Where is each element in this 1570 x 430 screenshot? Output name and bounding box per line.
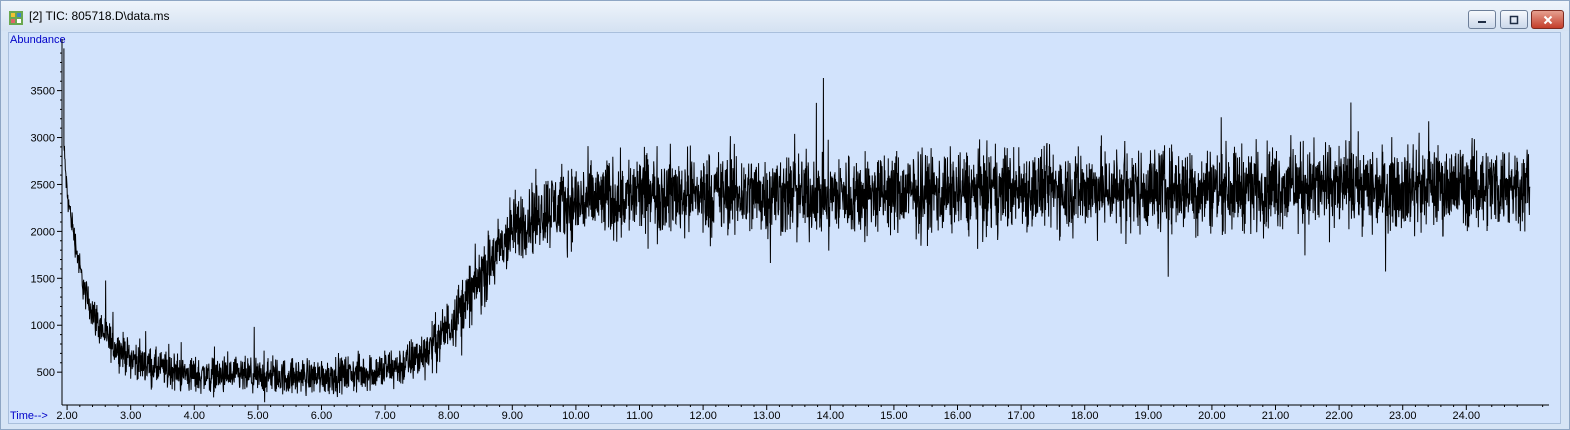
plot-area[interactable] — [8, 32, 1561, 424]
chromatogram-app-icon[interactable] — [8, 10, 24, 26]
x-tick-label: 5.00 — [247, 410, 268, 422]
y-axis-label: Abundance — [10, 34, 66, 46]
y-tick-label: 2000 — [31, 226, 55, 238]
x-tick-label: 15.00 — [880, 410, 908, 422]
x-tick-label: 8.00 — [438, 410, 459, 422]
x-axis-label: Time--> — [10, 410, 48, 422]
x-tick-label: 22.00 — [1325, 410, 1353, 422]
x-tick-label: 18.00 — [1071, 410, 1099, 422]
x-tick-label: 12.00 — [689, 410, 717, 422]
x-tick-label: 17.00 — [1007, 410, 1035, 422]
restore-icon — [1501, 11, 1527, 28]
close-button[interactable] — [1531, 10, 1564, 29]
x-tick-label: 14.00 — [817, 410, 845, 422]
ticks: 500 1000 1500 2000 2500 3000 3500 2.00 3.00 4.00 5… — [31, 52, 1544, 422]
x-tick-label: 9.00 — [502, 410, 523, 422]
y-tick-label: 3500 — [31, 86, 55, 98]
x-tick-label: 6.00 — [311, 410, 332, 422]
x-tick-label: 3.00 — [120, 410, 141, 422]
x-tick-label: 19.00 — [1135, 410, 1163, 422]
x-tick-label: 13.00 — [753, 410, 781, 422]
x-tick-label: 23.00 — [1389, 410, 1417, 422]
x-tick-label: 10.00 — [562, 410, 590, 422]
y-tick-label: 500 — [37, 367, 55, 379]
close-icon — [1532, 11, 1563, 28]
y-tick-label: 3000 — [31, 133, 55, 145]
x-tick-label: 20.00 — [1198, 410, 1226, 422]
x-tick-label: 11.00 — [626, 410, 653, 422]
x-tick-label: 24.00 — [1453, 410, 1481, 422]
minimize-icon — [1469, 11, 1495, 28]
x-tick-label: 21.00 — [1262, 410, 1290, 422]
minimize-button[interactable] — [1468, 10, 1496, 29]
restore-button[interactable] — [1500, 10, 1528, 29]
y-tick-label: 1000 — [31, 320, 55, 332]
x-tick-label: 7.00 — [374, 410, 395, 422]
y-tick-label: 1500 — [31, 273, 55, 285]
tic-trace — [63, 48, 1531, 403]
x-tick-label: 4.00 — [184, 410, 205, 422]
x-tick-label: 2.00 — [56, 410, 77, 422]
title-bar[interactable]: [2] TIC: 805718.D\data.ms — [1, 1, 1569, 31]
window-title: [2] TIC: 805718.D\data.ms — [29, 9, 170, 23]
y-tick-label: 2500 — [31, 179, 55, 191]
x-tick-label: 16.00 — [944, 410, 972, 422]
